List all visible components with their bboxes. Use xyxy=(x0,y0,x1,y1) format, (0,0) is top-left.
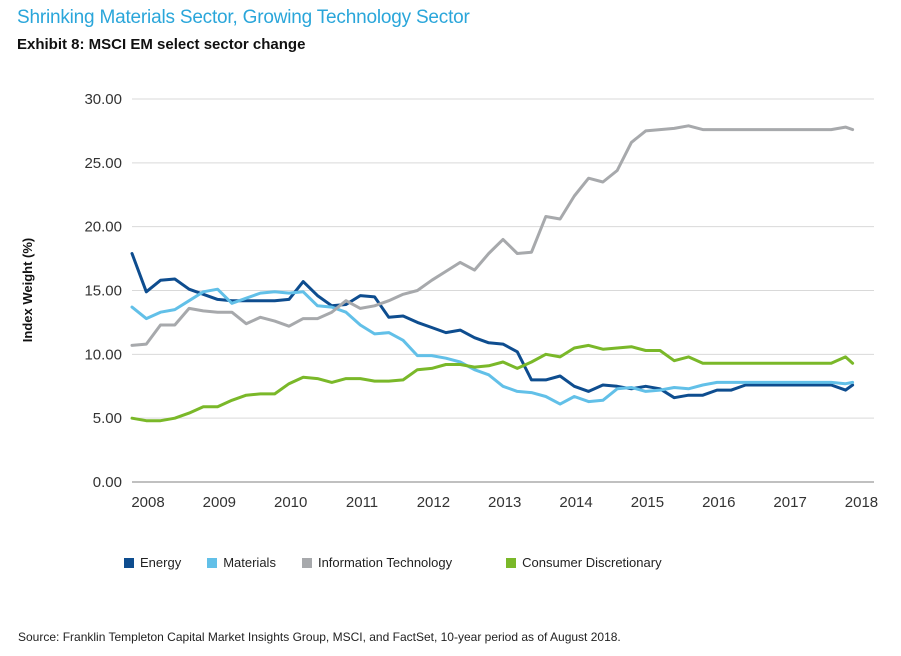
y-axis-label: Index Weight (%) xyxy=(20,238,35,342)
y-tick-label: 5.00 xyxy=(93,410,122,427)
legend-label: Consumer Discretionary xyxy=(522,555,662,570)
y-tick-label: 25.00 xyxy=(84,155,122,172)
x-tick-label: 2018 xyxy=(845,494,878,511)
legend-swatch xyxy=(301,557,312,568)
x-tick-label: 2014 xyxy=(559,494,592,511)
y-tick-label: 20.00 xyxy=(84,219,122,236)
x-tick-label: 2008 xyxy=(131,494,164,511)
y-tick-label: 30.00 xyxy=(84,91,122,108)
legend-item: Consumer Discretionary xyxy=(506,555,662,570)
x-tick-label: 2016 xyxy=(702,494,735,511)
legend-item: Materials xyxy=(207,555,276,570)
legend-swatch xyxy=(207,557,218,568)
legend-label: Materials xyxy=(223,555,276,570)
y-tick-label: 15.00 xyxy=(84,283,122,300)
source-note: Source: Franklin Templeton Capital Marke… xyxy=(18,630,621,644)
series-line-consumer-discretionary xyxy=(130,343,855,423)
x-tick-label: 2013 xyxy=(488,494,521,511)
legend-label: Energy xyxy=(140,555,182,570)
x-tick-label: 2009 xyxy=(203,494,236,511)
legend-swatch xyxy=(506,557,517,568)
chart-title: Shrinking Materials Sector, Growing Tech… xyxy=(17,7,470,28)
chart-legend: Energy Materials Information Technology Con… xyxy=(124,555,662,570)
legend-label: Information Technology xyxy=(317,555,453,570)
legend-swatch xyxy=(124,557,134,568)
y-axis-ticks: 0.00 5.00 10.00 15.00 20.00 25.00 30.00 xyxy=(84,91,122,491)
y-tick-label: 10.00 xyxy=(84,346,122,363)
series-line-energy xyxy=(130,252,855,400)
series-line-materials xyxy=(130,287,855,406)
x-axis-ticks: 2008 2009 2010 2011 2012 2013 2014 2015 2016 2017… xyxy=(131,494,878,511)
series-line-information-technology xyxy=(130,124,855,347)
legend-item: Information Technology xyxy=(301,555,453,570)
x-tick-label: 2010 xyxy=(274,494,307,511)
x-tick-label: 2015 xyxy=(631,494,664,511)
x-tick-label: 2012 xyxy=(417,494,450,511)
y-tick-label: 0.00 xyxy=(93,474,122,491)
series-lines xyxy=(130,124,855,423)
chart-subtitle: Exhibit 8: MSCI EM select sector change xyxy=(17,36,306,53)
x-tick-label: 2017 xyxy=(773,494,806,511)
legend-item: Energy xyxy=(124,555,181,570)
gridlines xyxy=(132,98,874,483)
x-tick-label: 2011 xyxy=(346,494,378,511)
